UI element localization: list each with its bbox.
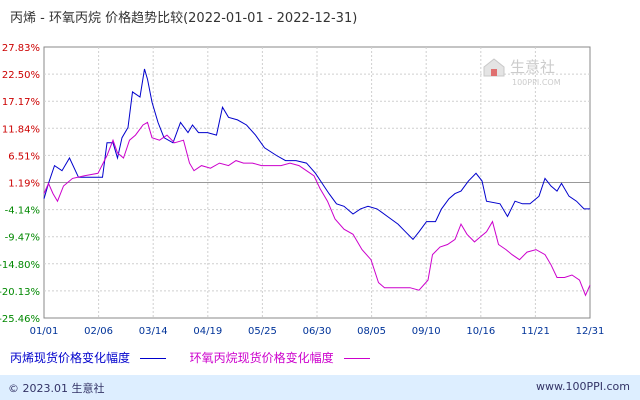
y-tick-label: -20.13% — [0, 287, 40, 298]
x-tick-label: 02/06 — [84, 326, 113, 337]
house-logo-icon — [483, 58, 505, 77]
grid-lines — [44, 47, 590, 318]
legend-item-propylene: 丙烯现货价格变化幅度 — [10, 349, 166, 366]
x-axis-ticks: 01/01 02/06 03/14 04/19 05/25 06/30 08/05 09/10… — [30, 326, 605, 337]
house-logo-door-icon — [491, 69, 497, 76]
watermark: 生意社 100PPI.COM — [483, 58, 561, 87]
y-tick-label: 1.19% — [8, 179, 40, 190]
x-tick-label: 04/19 — [193, 326, 222, 337]
legend-label-propylene: 丙烯现货价格变化幅度 — [10, 351, 131, 365]
series-line-propylene — [43, 68, 590, 241]
series-lines — [43, 68, 591, 297]
x-tick-label: 11/21 — [521, 326, 550, 337]
footer-website-link[interactable]: www.100PPI.com — [536, 380, 630, 393]
x-tick-label: 05/25 — [248, 326, 277, 337]
watermark-brand: 生意社 — [510, 58, 555, 76]
series-line-propylene-oxide — [43, 121, 591, 297]
y-tick-label: -4.14% — [5, 206, 40, 217]
price-trend-chart: 丙烯 - 环氧丙烷 价格趋势比较(2022-01-01 - 2022-12-31… — [0, 10, 605, 337]
chart-title: 丙烯 - 环氧丙烷 价格趋势比较(2022-01-01 - 2022-12-31… — [10, 10, 357, 26]
legend-label-propylene-oxide: 环氧丙烷现货价格变化幅度 — [189, 351, 334, 365]
y-tick-label: 27.83% — [2, 43, 40, 54]
y-tick-label: 17.17% — [2, 97, 40, 108]
legend: 丙烯现货价格变化幅度 环氧丙烷现货价格变化幅度 — [10, 349, 390, 366]
legend-swatch-propylene — [139, 358, 166, 359]
y-tick-label: -14.80% — [0, 260, 40, 271]
y-tick-label: 11.84% — [2, 124, 40, 135]
watermark-url: 100PPI.COM — [512, 78, 561, 87]
x-tick-label: 03/14 — [139, 326, 168, 337]
y-tick-label: -9.47% — [5, 233, 40, 244]
x-tick-label: 10/16 — [466, 326, 495, 337]
y-tick-label: -25.46% — [0, 314, 40, 325]
footer-bar: © 2023.01 生意社 www.100PPI.com — [0, 375, 640, 400]
y-axis-ticks: 27.83% 22.50% 17.17% 11.84% 6.51% 1.19% -4.14%… — [0, 43, 40, 325]
x-tick-label: 08/05 — [357, 326, 386, 337]
y-tick-label: 22.50% — [2, 70, 40, 81]
legend-item-propylene-oxide: 环氧丙烷现货价格变化幅度 — [190, 349, 370, 366]
x-tick-label: 01/01 — [30, 326, 59, 337]
x-tick-label: 06/30 — [303, 326, 332, 337]
y-tick-label: 6.51% — [8, 151, 40, 162]
footer-copyright: © 2023.01 生意社 — [8, 382, 105, 395]
x-tick-label: 09/10 — [412, 326, 441, 337]
legend-swatch-propylene-oxide — [343, 358, 370, 359]
x-tick-label: 12/31 — [576, 326, 605, 337]
